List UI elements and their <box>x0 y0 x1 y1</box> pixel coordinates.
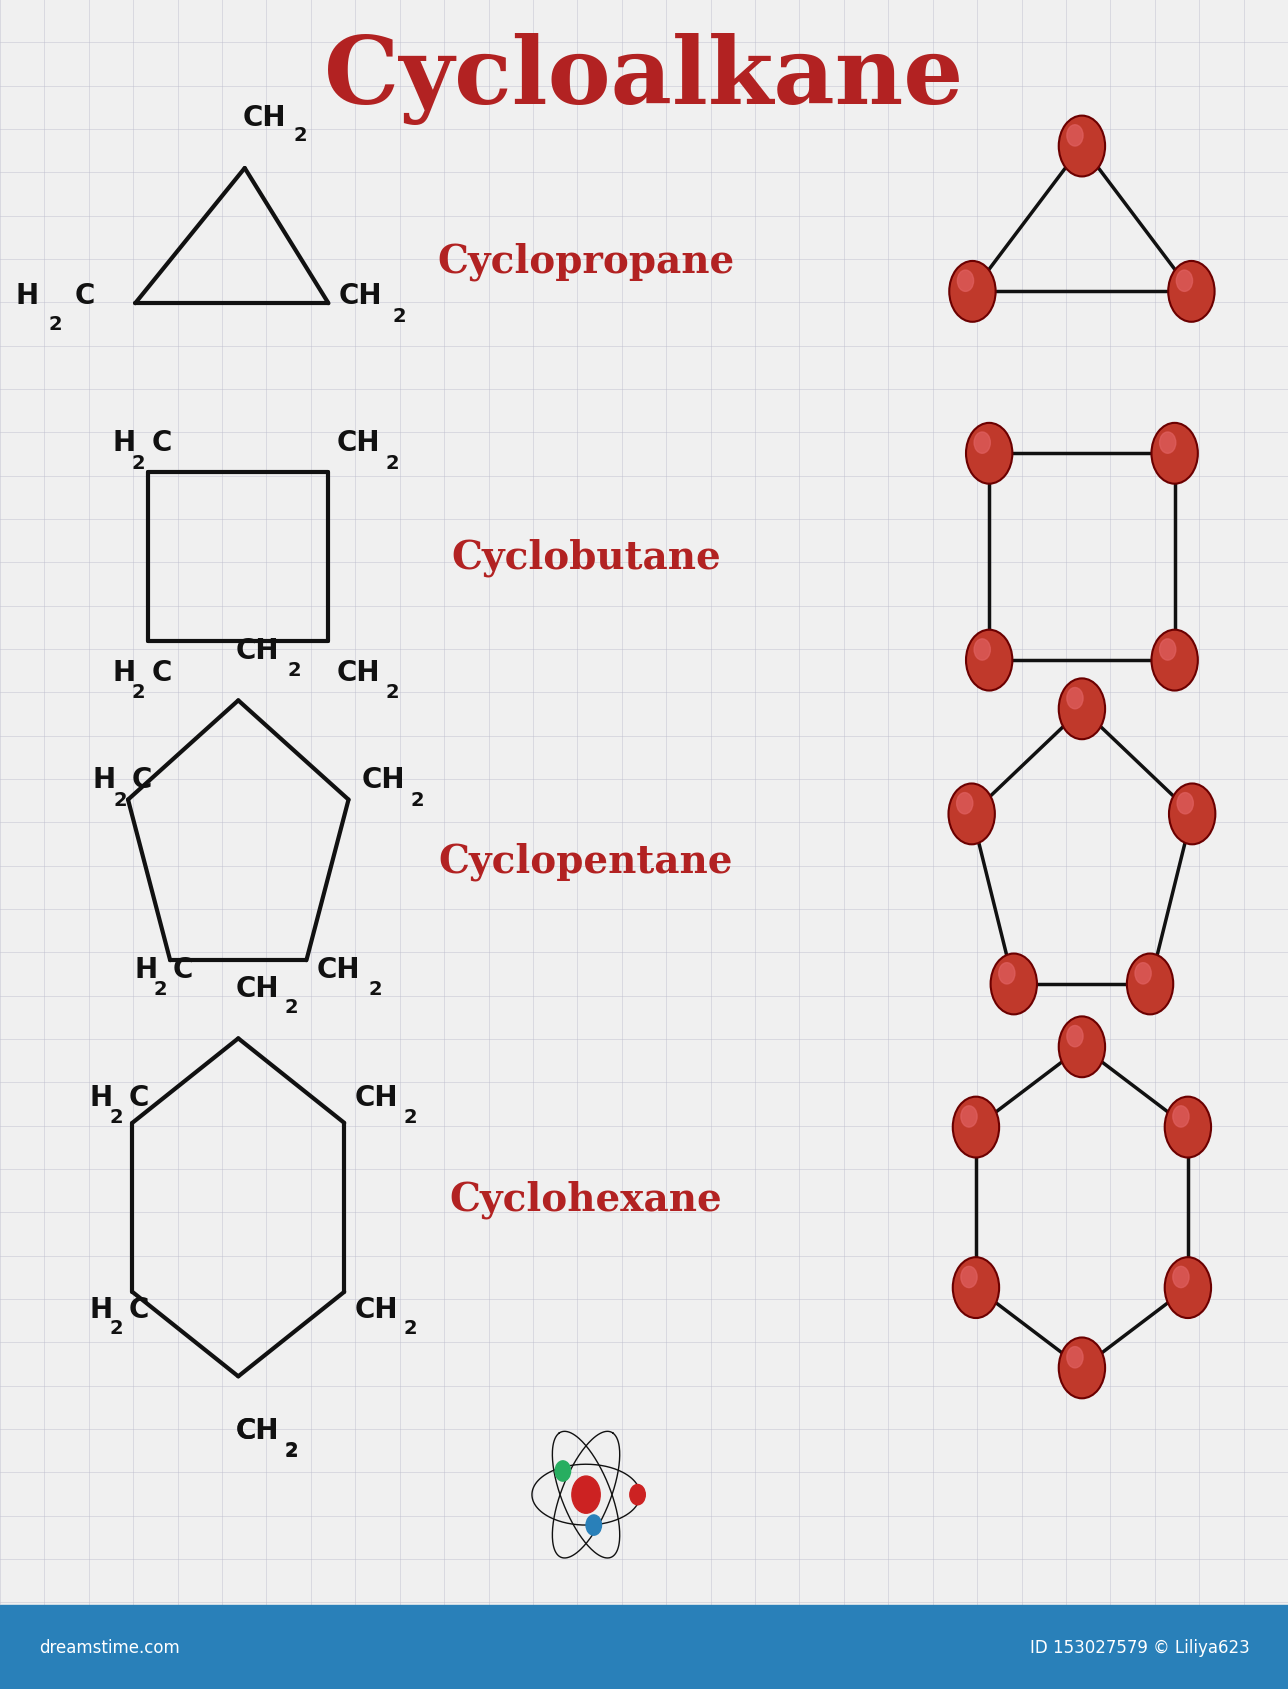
Text: H: H <box>90 1295 113 1322</box>
Text: 2: 2 <box>411 790 424 809</box>
Text: H: H <box>134 954 157 983</box>
Text: H: H <box>90 1084 113 1111</box>
Text: 2: 2 <box>109 1106 124 1127</box>
Text: 2: 2 <box>403 1317 417 1338</box>
Text: Cycloalkane: Cycloalkane <box>325 34 963 125</box>
Bar <box>0 1605 1288 1689</box>
Circle shape <box>974 432 990 454</box>
Text: CH: CH <box>236 1417 279 1444</box>
Text: 2: 2 <box>131 682 146 703</box>
Circle shape <box>555 1461 571 1481</box>
Text: CH: CH <box>236 1417 279 1444</box>
Text: 2: 2 <box>368 980 381 998</box>
Circle shape <box>1159 640 1176 660</box>
Circle shape <box>966 424 1012 485</box>
Circle shape <box>1066 687 1083 709</box>
Text: CH: CH <box>236 637 279 664</box>
Text: dreamstime.com: dreamstime.com <box>39 1638 179 1655</box>
Text: C: C <box>129 1084 149 1111</box>
Circle shape <box>1170 784 1216 844</box>
Circle shape <box>1066 1346 1083 1368</box>
Circle shape <box>572 1476 600 1513</box>
Circle shape <box>1127 954 1173 1015</box>
Circle shape <box>1059 679 1105 740</box>
Text: 2: 2 <box>393 306 407 326</box>
Text: 2: 2 <box>294 125 308 145</box>
Text: 2: 2 <box>403 1106 417 1127</box>
Circle shape <box>1066 125 1083 147</box>
Circle shape <box>1177 794 1193 814</box>
Circle shape <box>990 954 1037 1015</box>
Circle shape <box>1151 424 1198 485</box>
Text: 2: 2 <box>113 790 126 809</box>
Text: CH: CH <box>354 1295 398 1322</box>
Text: 2: 2 <box>109 1317 124 1338</box>
Circle shape <box>949 262 996 323</box>
Text: 2: 2 <box>48 314 62 334</box>
Circle shape <box>1135 963 1151 985</box>
Text: CH: CH <box>336 659 380 686</box>
Text: 2: 2 <box>287 660 301 681</box>
Text: CH: CH <box>362 765 404 794</box>
Text: Cyclopropane: Cyclopropane <box>438 243 734 280</box>
Circle shape <box>957 270 974 292</box>
Circle shape <box>1159 432 1176 454</box>
Circle shape <box>1164 1257 1211 1317</box>
Text: Cyclohexane: Cyclohexane <box>450 1181 723 1218</box>
Text: C: C <box>129 1295 149 1322</box>
Text: 2: 2 <box>385 682 399 703</box>
Circle shape <box>1173 1106 1189 1128</box>
Text: Cyclopentane: Cyclopentane <box>439 843 733 880</box>
Circle shape <box>974 640 990 660</box>
Circle shape <box>961 1106 978 1128</box>
Text: H: H <box>91 765 115 794</box>
Text: CH: CH <box>317 954 361 983</box>
Circle shape <box>630 1485 645 1505</box>
Text: Cyclobutane: Cyclobutane <box>451 539 721 576</box>
Text: 2: 2 <box>385 453 399 473</box>
Circle shape <box>1176 270 1193 292</box>
Text: 2: 2 <box>131 453 146 473</box>
Text: 2: 2 <box>285 1441 299 1461</box>
Circle shape <box>1059 1017 1105 1078</box>
Text: C: C <box>131 765 152 794</box>
Text: 2: 2 <box>155 980 167 998</box>
Circle shape <box>1164 1098 1211 1159</box>
Text: 2: 2 <box>285 1439 299 1459</box>
Circle shape <box>1059 1338 1105 1398</box>
Circle shape <box>953 1098 999 1159</box>
Text: CH: CH <box>242 105 286 132</box>
Text: CH: CH <box>336 429 380 456</box>
Circle shape <box>998 963 1015 985</box>
Text: H: H <box>15 282 39 309</box>
Circle shape <box>1173 1267 1189 1287</box>
Circle shape <box>1059 117 1105 177</box>
Text: 2: 2 <box>285 997 299 1017</box>
Circle shape <box>966 630 1012 691</box>
Circle shape <box>1168 262 1215 323</box>
Text: CH: CH <box>236 975 279 1002</box>
Text: C: C <box>152 429 173 456</box>
Text: C: C <box>152 659 173 686</box>
Text: CH: CH <box>339 282 383 309</box>
Circle shape <box>961 1267 978 1289</box>
Circle shape <box>586 1515 601 1535</box>
Circle shape <box>1066 1025 1083 1047</box>
Circle shape <box>948 784 994 844</box>
Text: H: H <box>112 429 135 456</box>
Text: C: C <box>173 954 193 983</box>
Text: C: C <box>75 282 95 309</box>
Text: H: H <box>112 659 135 686</box>
Circle shape <box>1151 630 1198 691</box>
Text: CH: CH <box>354 1084 398 1111</box>
Circle shape <box>953 1257 999 1319</box>
Text: ID 153027579 © Liliya623: ID 153027579 © Liliya623 <box>1029 1638 1249 1655</box>
Circle shape <box>957 794 972 814</box>
